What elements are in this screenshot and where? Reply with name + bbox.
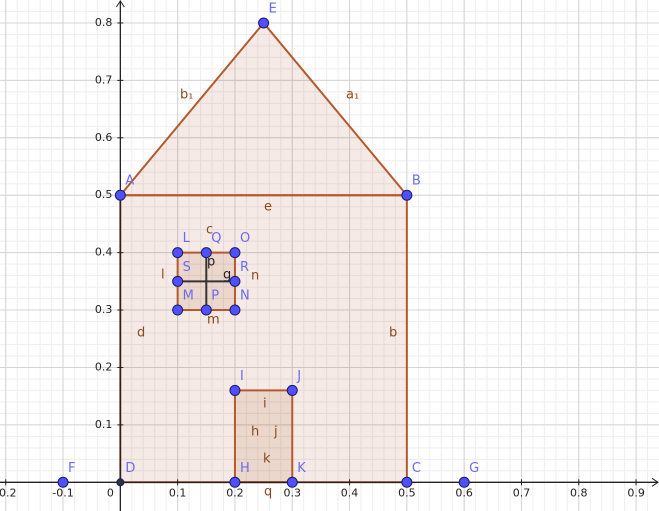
point-label: A xyxy=(125,174,134,189)
x-tick-label: 0.9 xyxy=(627,486,645,499)
point xyxy=(172,304,184,316)
point xyxy=(286,384,298,396)
x-tick-label: 0.3 xyxy=(284,486,302,499)
point xyxy=(229,275,241,287)
axis-arrow xyxy=(651,477,659,487)
points: A B C D E F G H K I J L Q O S R M P N xyxy=(57,1,479,488)
point-label: R xyxy=(240,260,249,275)
point xyxy=(172,275,184,287)
y-tick-label: 0.2 xyxy=(95,360,113,373)
segment-label: e xyxy=(264,200,272,215)
point-label: P xyxy=(211,289,219,304)
y-tick-label: 0.7 xyxy=(95,73,113,86)
point xyxy=(57,476,69,488)
y-tick-label: 0.5 xyxy=(95,188,113,201)
x-tick-label: 0.4 xyxy=(341,486,359,499)
segment-label: j xyxy=(273,425,278,440)
point-label: L xyxy=(183,231,191,246)
point xyxy=(200,304,212,316)
x-tick-label: 0.2 xyxy=(226,486,244,499)
x-tick-label: 0.8 xyxy=(570,486,588,499)
segment-label: d xyxy=(137,326,145,341)
point xyxy=(401,476,413,488)
x-tick-label: -0.1 xyxy=(52,486,73,499)
point-label: H xyxy=(240,461,250,476)
point-label: Q xyxy=(211,231,221,246)
segment-label: p xyxy=(207,255,215,270)
shapes xyxy=(118,21,409,484)
x-tick-label: -0.2 xyxy=(0,486,16,499)
point-label: C xyxy=(412,461,421,476)
y-tick-label: 0.6 xyxy=(95,131,113,144)
y-tick-label: 0.8 xyxy=(95,16,113,29)
segment-label: k xyxy=(263,452,271,467)
segment-label: c xyxy=(206,223,213,238)
segment-label: g xyxy=(223,268,231,283)
point-label: M xyxy=(183,289,194,304)
segment-label: l xyxy=(161,268,165,283)
point-label: F xyxy=(68,461,75,476)
y-tick-label: 0.4 xyxy=(95,246,113,259)
point xyxy=(258,17,270,29)
point xyxy=(229,304,241,316)
point-label: I xyxy=(240,369,244,384)
x-tick-label: 0.7 xyxy=(513,486,531,499)
point xyxy=(229,384,241,396)
point xyxy=(200,247,212,259)
point xyxy=(172,247,184,259)
point-label: N xyxy=(240,289,250,304)
x-tick-label: 0.1 xyxy=(169,486,187,499)
segment-label: q xyxy=(264,485,272,500)
point xyxy=(116,478,125,487)
point-label: D xyxy=(125,461,135,476)
point xyxy=(458,476,470,488)
point xyxy=(401,189,413,201)
point-label: E xyxy=(269,1,277,16)
x-tick-label: 0 xyxy=(107,486,114,499)
point-label: O xyxy=(240,231,250,246)
segment-labels: b₁ a₁ e d b c p l g n m i h j k q xyxy=(137,88,397,500)
point xyxy=(114,189,126,201)
segment-label: b xyxy=(389,326,397,341)
roof xyxy=(118,21,409,197)
x-tick-label: 0.5 xyxy=(398,486,416,499)
segment-label: n xyxy=(251,269,259,284)
point-label: J xyxy=(296,369,301,384)
axis-arrow xyxy=(115,0,125,8)
segment-label: h xyxy=(251,425,259,440)
segment-label: m xyxy=(207,313,220,328)
segment-label: a₁ xyxy=(346,88,359,103)
point-label: B xyxy=(412,174,421,189)
point-label: K xyxy=(297,461,306,476)
x-tick-label: 0.6 xyxy=(455,486,473,499)
segment-label: i xyxy=(263,397,267,412)
y-tick-label: 0.3 xyxy=(95,303,113,316)
point-label: G xyxy=(469,461,479,476)
point-label: S xyxy=(183,260,191,275)
point xyxy=(286,476,298,488)
segment-label: b₁ xyxy=(180,88,193,103)
point xyxy=(229,476,241,488)
y-tick-label: 0.1 xyxy=(95,418,113,431)
point xyxy=(229,247,241,259)
